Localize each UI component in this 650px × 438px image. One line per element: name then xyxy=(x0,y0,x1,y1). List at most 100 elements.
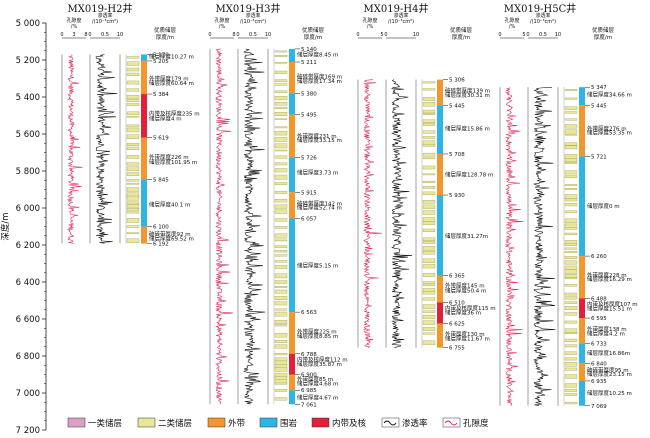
zone-depth-label: 6 057 xyxy=(301,217,317,223)
porosity-curve xyxy=(214,48,234,405)
zone-block xyxy=(141,226,147,244)
reservoir-layer xyxy=(422,186,436,189)
zone-block xyxy=(289,390,295,405)
legend-swatch xyxy=(259,417,278,428)
reservoir-layer xyxy=(564,332,578,335)
thickness-annotation: 储层厚度69.52 m xyxy=(149,235,194,243)
reservoir-layer xyxy=(274,360,288,365)
legend-swatch xyxy=(381,417,400,428)
reservoir-layer xyxy=(564,312,578,316)
reservoir-layer xyxy=(564,170,578,175)
porosity-scale-label: 5 xyxy=(380,32,383,38)
reservoir-layer xyxy=(564,161,578,164)
reservoir-layer xyxy=(564,111,578,114)
perm-scale-label: 10 xyxy=(117,32,123,38)
thickness-annotation: 储层厚度35.87 m xyxy=(297,360,342,368)
perm-curve xyxy=(95,54,118,244)
porosity-unit: /% xyxy=(71,24,78,30)
thickness-header: 优质储层 xyxy=(450,26,473,34)
reservoir-layer xyxy=(126,211,140,214)
thickness-annotation: 储层厚度23.15 m xyxy=(587,370,632,378)
zone-depth-label: 6 488 xyxy=(591,296,607,302)
thickness-annotation: 储层厚度30.31 m xyxy=(445,91,490,99)
thickness-annotation: 储层厚度11.67 m xyxy=(445,334,490,342)
legend-label: 渗透率 xyxy=(402,418,428,429)
reservoir-layer xyxy=(274,143,288,149)
reservoir-layer xyxy=(422,204,436,209)
reservoir-layer xyxy=(126,80,140,85)
reservoir-layer xyxy=(564,306,578,310)
legend-swatch xyxy=(442,417,461,428)
depth-tick-label: 5 000 xyxy=(16,19,40,29)
reservoir-layer xyxy=(274,62,288,64)
thickness-annotation: 储层厚度4.2 m xyxy=(587,329,625,337)
perm-header: 渗透率 xyxy=(97,12,112,19)
zone-depth-label: 5 726 xyxy=(301,155,317,161)
depth-axis-title: 深度/m xyxy=(0,212,11,240)
reservoir-layer xyxy=(126,103,140,106)
reservoir-layer xyxy=(274,79,288,83)
reservoir-layer xyxy=(564,142,578,146)
reservoir-layer xyxy=(274,90,288,93)
zone-depth-label: 5 845 xyxy=(153,177,169,183)
well-name: MX019-H2井 xyxy=(68,2,133,15)
reservoir-layer xyxy=(274,308,288,311)
porosity-scale-label: 8 xyxy=(232,32,235,38)
reservoir-layer xyxy=(126,134,140,139)
reservoir-layer xyxy=(274,353,288,356)
reservoir-layer xyxy=(564,383,578,388)
thickness-annotation: 外带厚度231 m xyxy=(297,132,337,140)
reservoir-layer xyxy=(422,144,436,147)
reservoir-layer xyxy=(564,296,578,300)
reservoir-layer xyxy=(274,233,288,239)
zone-depth-label: 5 445 xyxy=(591,103,607,109)
reservoir-layer xyxy=(422,327,436,331)
zone-block xyxy=(579,156,585,257)
depth-tick-label: 5 400 xyxy=(16,93,40,103)
zone-block xyxy=(289,93,295,115)
zone-depth-label: 5 445 xyxy=(449,103,465,109)
zone-block xyxy=(141,54,147,61)
thickness-annotation: 外带厚度145 m xyxy=(445,282,485,290)
legend-label: 孔隙度 xyxy=(463,418,489,429)
reservoir-layer xyxy=(126,146,140,151)
reservoir-layer xyxy=(126,72,140,76)
perm-header: 渗透率 xyxy=(535,12,550,19)
reservoir-layer xyxy=(564,188,578,191)
reservoir-layer xyxy=(564,401,578,405)
reservoir-layer xyxy=(274,333,288,338)
reservoir-layer xyxy=(126,187,140,192)
thickness-unit: 厚度/m xyxy=(156,33,174,41)
zone-block xyxy=(289,218,295,313)
zone-block xyxy=(141,94,147,138)
reservoir-layer xyxy=(564,210,578,214)
reservoir-layer xyxy=(274,388,288,392)
reservoir-layer xyxy=(564,243,578,246)
reservoir-layer xyxy=(274,106,288,109)
zone-block xyxy=(141,179,147,227)
thickness-annotation: 外带厚度276 m xyxy=(587,124,627,132)
reservoir-layer xyxy=(422,191,436,195)
thickness-annotation: 储层厚度4.68 m xyxy=(297,379,338,387)
thickness-unit: 厚度/m xyxy=(452,33,470,41)
well-name: MX019-H3井 xyxy=(216,2,281,15)
reservoir-layer xyxy=(564,184,578,186)
reservoir-layer xyxy=(422,109,436,114)
porosity-scale-label: 5 xyxy=(522,32,525,38)
reservoir-layer xyxy=(274,149,288,152)
reservoir-layer xyxy=(422,130,436,134)
reservoir-layer xyxy=(422,221,436,225)
perm-curve xyxy=(391,79,413,348)
legend-line-sample xyxy=(383,420,397,426)
zone-depth-label: 6 260 xyxy=(591,254,607,260)
perm-scale-label: 10 xyxy=(265,32,271,38)
reservoir-layer xyxy=(422,246,436,251)
reservoir-layer xyxy=(274,344,288,349)
porosity-unit: /% xyxy=(509,24,516,30)
depth-tick-label: 5 800 xyxy=(16,167,40,177)
reservoir-layer xyxy=(422,284,436,287)
reservoir-layer xyxy=(274,50,288,53)
depth-tick-label: 6 400 xyxy=(16,278,40,288)
reservoir-layer xyxy=(274,70,288,74)
